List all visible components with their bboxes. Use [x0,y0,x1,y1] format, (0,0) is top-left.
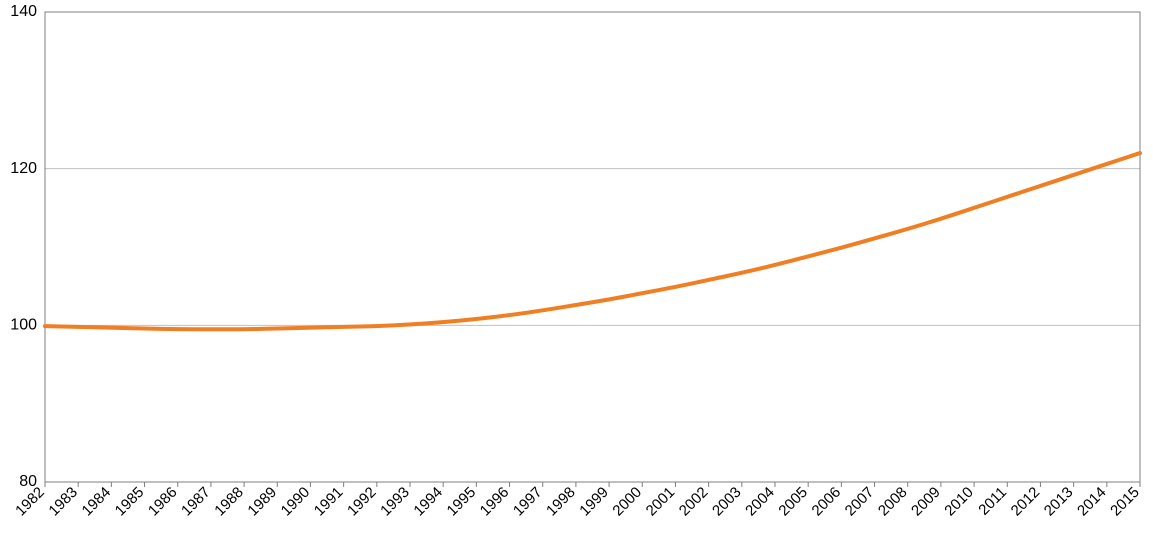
chart-svg: 8010012014019821983198419851986198719881… [0,0,1153,550]
y-tick-label: 120 [10,160,37,177]
y-tick-label: 100 [10,317,37,334]
y-tick-label: 140 [10,3,37,20]
line-chart: 8010012014019821983198419851986198719881… [0,0,1153,550]
